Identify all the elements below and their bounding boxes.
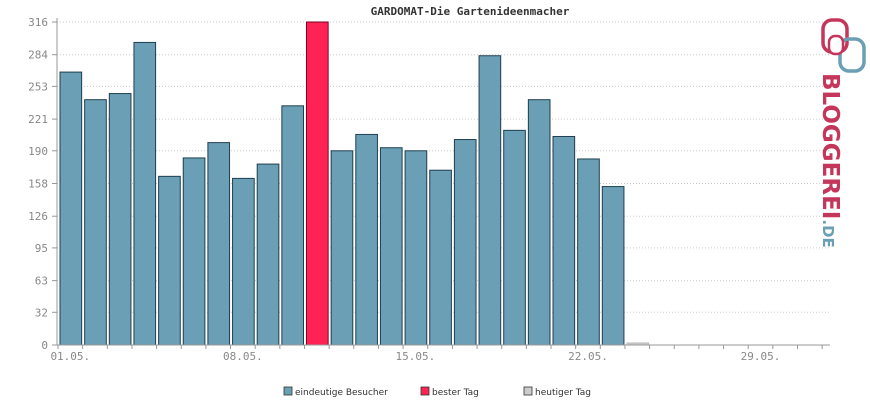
bar-day-3 <box>108 93 132 346</box>
bar-day-9 <box>256 163 280 346</box>
legend-swatch <box>523 386 533 396</box>
x-tick-label: 15.05. <box>396 350 436 363</box>
y-tick-label: 253 <box>28 80 48 93</box>
x-axis-ticks: 01.05. 08.05. 15.05. 22.05. 29.05. <box>50 345 823 363</box>
bar-day-10 <box>281 105 305 346</box>
x-tick-label: 29.05. <box>741 350 781 363</box>
bar-day-12 <box>330 150 354 346</box>
bar-day-5 <box>158 175 181 346</box>
bar-day-8 <box>232 177 255 346</box>
y-tick-label: 316 <box>28 16 48 29</box>
bar-day-20 <box>527 99 551 346</box>
legend-swatch <box>283 386 293 396</box>
bar-day-4 <box>133 41 157 346</box>
legend-label: heutiger Tag <box>535 388 591 398</box>
bar-day-23 <box>601 186 625 346</box>
x-tick-label: 08.05. <box>223 350 263 363</box>
bar-day-21 <box>552 135 576 346</box>
bar-day-17 <box>453 139 477 346</box>
y-tick-label: 126 <box>28 210 48 223</box>
y-tick-label: 221 <box>28 113 48 126</box>
y-tick-label: 63 <box>35 275 48 288</box>
legend-label: bester Tag <box>432 388 479 398</box>
bar-day-2 <box>84 99 107 346</box>
legend: eindeutige Besucher bester Tag heutiger Ta… <box>283 386 591 398</box>
logo-icon <box>821 18 866 73</box>
bloggerei-logo: BLOGGEREI.DE <box>817 18 866 248</box>
y-tick-label: 284 <box>28 49 48 62</box>
bar-day-15 <box>404 150 428 346</box>
y-tick-label: 0 <box>41 339 48 352</box>
y-tick-label: 32 <box>35 306 48 319</box>
bar-day-22 <box>577 158 600 346</box>
y-tick-label: 190 <box>28 145 48 158</box>
bar-day-16 <box>429 169 452 346</box>
x-tick-label: 22.05. <box>568 350 608 363</box>
logo-wordmark: BLOGGEREI.DE <box>817 73 843 248</box>
bar-day-18 <box>478 55 502 346</box>
bar-day-13 <box>355 133 378 346</box>
chart-title: GARDOMAT-Die Gartenideenmacher <box>371 5 570 18</box>
bar-day-7 <box>207 142 231 346</box>
y-tick-label: 95 <box>35 242 48 255</box>
y-axis-ticks: 0 32 63 95 126 158 190 221 253 284 316 <box>28 16 57 352</box>
bar-day-11 <box>306 21 329 346</box>
legend-swatch <box>420 386 430 396</box>
y-tick-label: 158 <box>28 178 48 191</box>
bar-day-14 <box>379 147 403 346</box>
bar-day-1 <box>59 71 83 346</box>
x-tick-label: 01.05. <box>50 350 90 363</box>
bar-day-19 <box>503 129 526 346</box>
bar-day-6 <box>182 157 206 346</box>
axes <box>56 18 830 346</box>
legend-label: eindeutige Besucher <box>295 388 388 398</box>
